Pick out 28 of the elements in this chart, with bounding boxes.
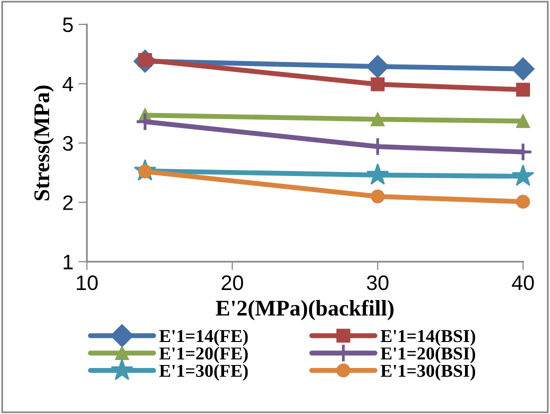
y-tick-label: 1	[64, 254, 73, 270]
legend-label: E'1=20(BSI)	[380, 346, 476, 364]
x-tick-label: 10	[76, 275, 98, 290]
point	[370, 77, 385, 92]
y-tick-label: 2	[63, 195, 73, 210]
point	[512, 164, 534, 186]
legend-label: E'1=20(FE)	[159, 346, 248, 364]
point	[516, 114, 530, 128]
point	[370, 189, 385, 204]
legend-label: E'1=14(BSI)	[380, 329, 476, 346]
point	[366, 55, 390, 78]
point	[516, 82, 530, 97]
y-tick-label: 3	[62, 136, 73, 151]
x-tick-label: 40	[512, 275, 534, 290]
y-axis-title: Stress(MPa)	[34, 86, 54, 200]
point	[366, 163, 389, 185]
point	[370, 112, 385, 126]
point	[516, 194, 530, 209]
legend-label: E'1=30(FE)	[159, 364, 248, 381]
legend-label: E'1=30(BSI)	[380, 364, 476, 381]
y-tick-label: 5	[62, 18, 73, 32]
x-axis-title: E'2(MPa)(backfill)	[216, 300, 394, 320]
y-tick-label: 4	[62, 76, 74, 92]
point	[512, 57, 535, 80]
x-tick-label: 30	[366, 275, 388, 290]
point	[135, 112, 155, 132]
x-tick-label: 20	[222, 275, 244, 290]
legend-label: E'1=14(FE)	[159, 329, 248, 346]
